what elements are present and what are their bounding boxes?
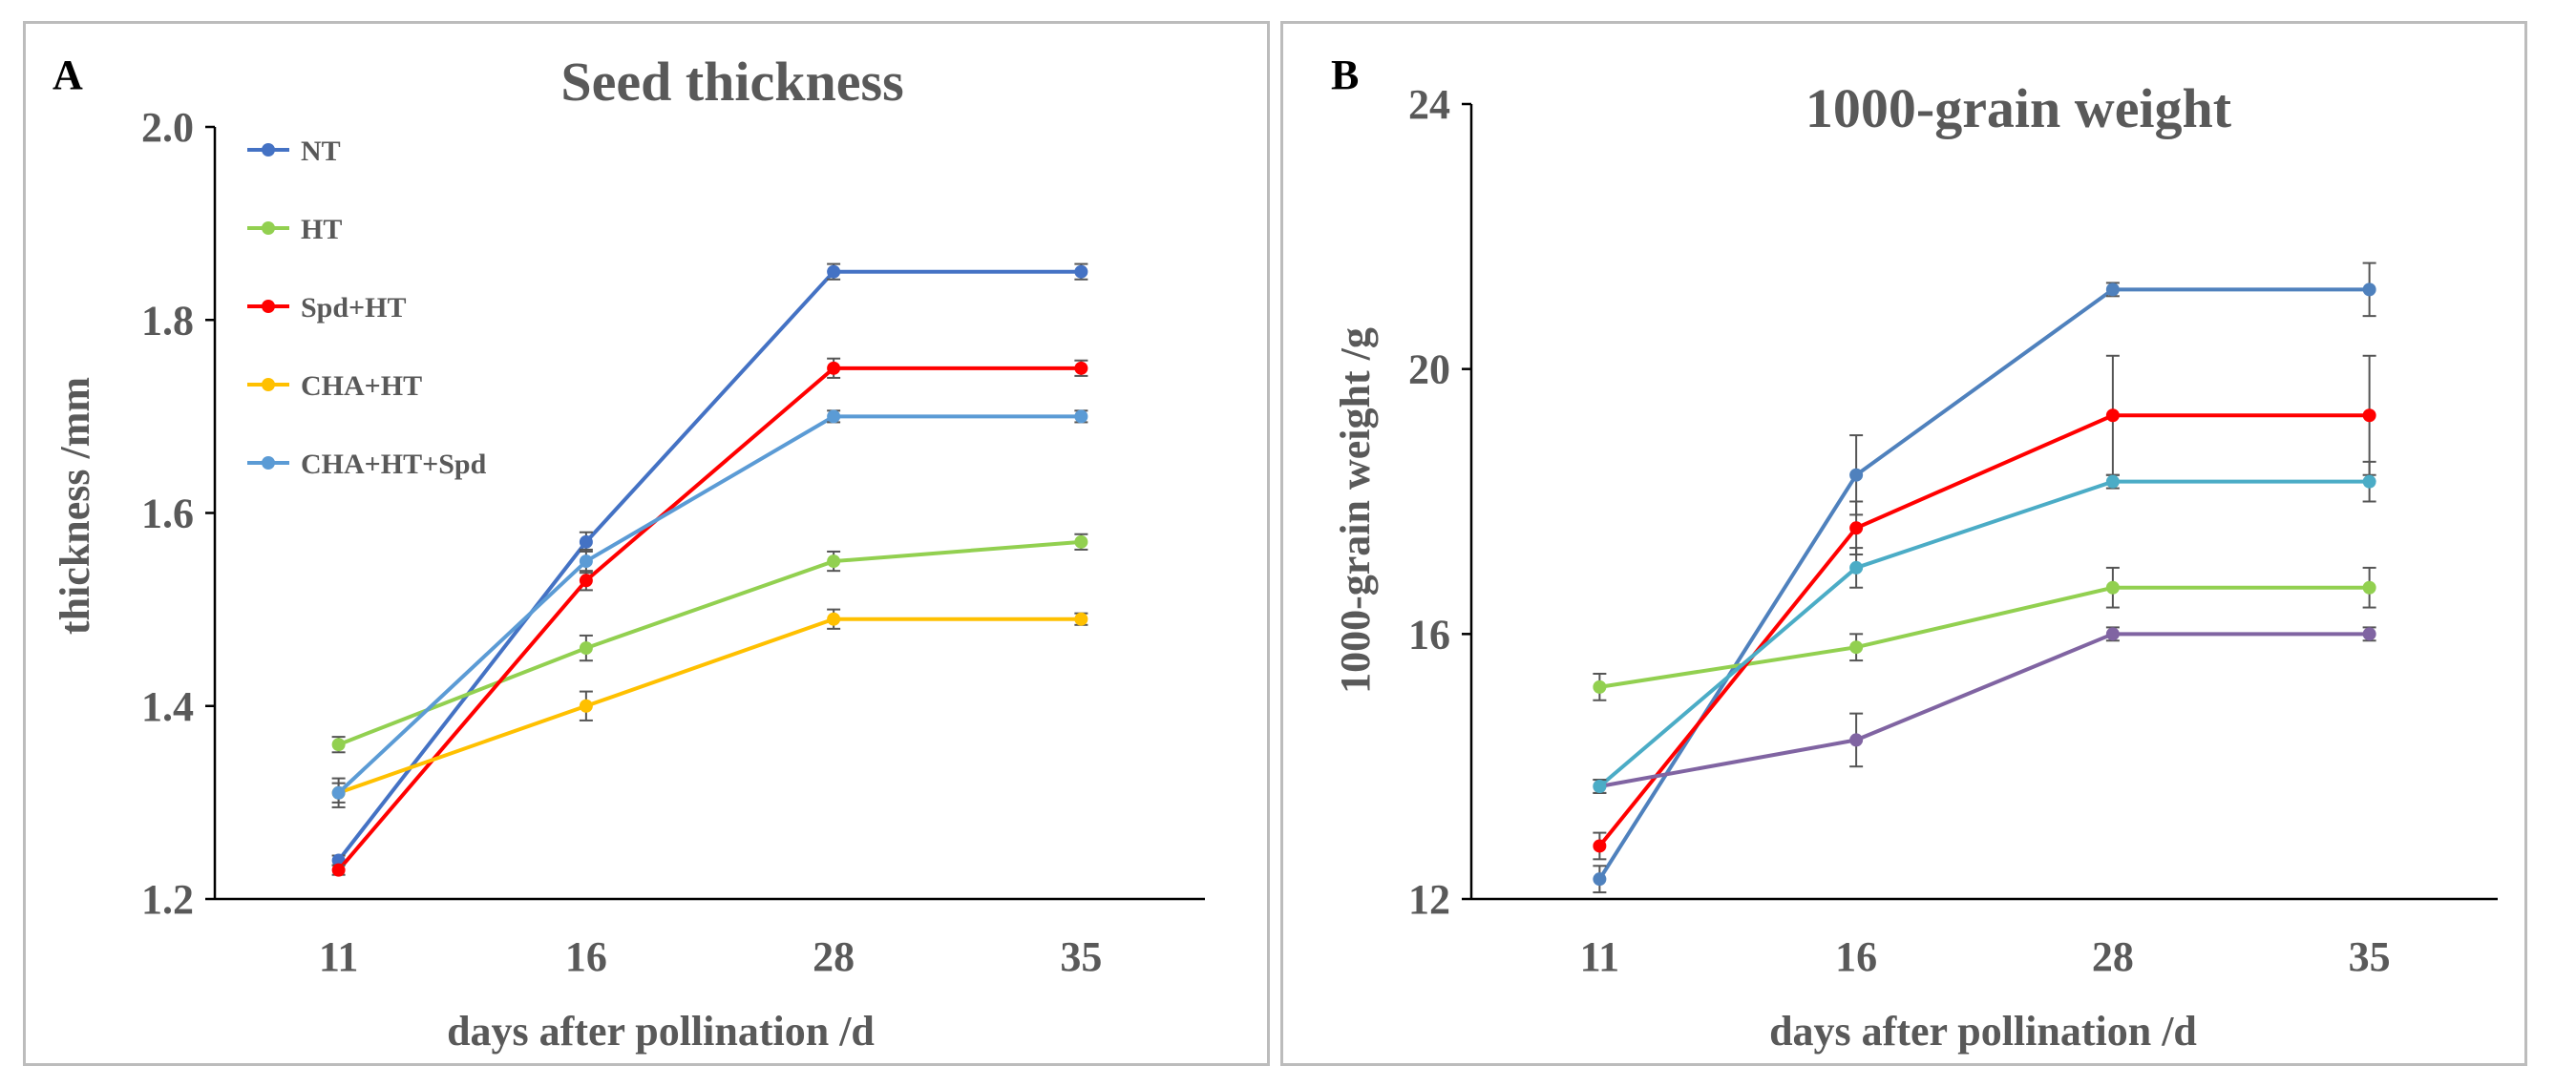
data-point (331, 785, 346, 800)
panel-a: A Seed thickness thickness /mm days afte… (23, 21, 1270, 1066)
y-axis-label: thickness /mm (52, 377, 98, 635)
legend-label: HT (301, 214, 342, 245)
data-point (2105, 627, 2120, 641)
data-point (2105, 474, 2120, 489)
series-ht (331, 533, 1088, 754)
series-line (1597, 287, 2370, 881)
y-tick-label: 1.8 (141, 297, 194, 344)
legend-marker (262, 300, 275, 313)
series-cha-ht-spd (1593, 460, 2376, 794)
data-point (1849, 640, 1864, 655)
data-point (2362, 580, 2376, 595)
data-point (1593, 839, 1607, 853)
data-point (1074, 264, 1088, 279)
x-tick-label: 28 (2092, 933, 2134, 980)
panel-label: A (53, 52, 83, 98)
y-tick-label: 20 (1408, 346, 1450, 393)
series-line (1599, 585, 2370, 689)
y-tick-label: 1.6 (141, 491, 194, 537)
series-line (1598, 479, 2370, 788)
data-point (1074, 612, 1088, 626)
data-point (331, 738, 346, 752)
x-axis-label: days after pollination /d (1769, 1008, 2197, 1055)
data-point (579, 641, 593, 656)
y-tick-label: 2.0 (141, 104, 194, 151)
data-point (1849, 560, 1864, 575)
data-point (1849, 733, 1864, 747)
series-spd-ht (1593, 354, 2376, 861)
chart-b-svg: B 1000-grain weight 1000-grain weight /g… (1331, 52, 2498, 1055)
legend-label: CHA+HT (301, 370, 422, 402)
x-tick-label: 28 (813, 933, 855, 980)
chart-title: 1000-grain weight (1805, 77, 2232, 139)
y-tick-label: 24 (1408, 81, 1450, 128)
x-tick-label: 35 (2349, 933, 2391, 980)
series-nt (331, 262, 1088, 868)
y-tick-label: 12 (1408, 876, 1450, 923)
data-point (827, 612, 841, 626)
panel-b: B 1000-grain weight 1000-grain weight /g… (1280, 21, 2527, 1066)
legend-item: NT (247, 136, 341, 167)
data-point (1593, 679, 1607, 694)
x-tick-label: 16 (1835, 933, 1877, 980)
data-point (1849, 468, 1864, 482)
data-point (827, 264, 841, 279)
data-point (2105, 580, 2120, 595)
y-tick-label: 16 (1408, 611, 1450, 658)
legend-label: CHA+HT+Spd (301, 449, 487, 480)
legend-marker (262, 378, 275, 391)
chart-a-svg: A Seed thickness thickness /mm days afte… (52, 51, 1205, 1055)
data-point (1593, 872, 1607, 887)
legend-item: CHA+HT+Spd (247, 449, 487, 480)
series-cha-ht-spd (331, 409, 1088, 808)
data-point (2105, 408, 2120, 423)
data-point (2362, 282, 2376, 297)
data-point (827, 361, 841, 375)
y-axis-label: 1000-grain weight /g (1332, 327, 1379, 694)
x-tick-label: 11 (1580, 933, 1620, 980)
series-line (337, 539, 1082, 747)
series-cha-ht (331, 608, 1088, 804)
legend-label: NT (301, 136, 341, 167)
chart-title: Seed thickness (560, 51, 903, 113)
data-point (1593, 779, 1607, 793)
legend-marker (262, 456, 275, 470)
data-point (331, 863, 346, 877)
y-tick-label: 1.2 (141, 876, 194, 923)
data-point (1074, 361, 1088, 375)
series-nt (1593, 261, 2376, 894)
legend-item: Spd+HT (247, 292, 407, 324)
series-line (337, 617, 1082, 795)
panel-label: B (1331, 52, 1359, 98)
legend-item: CHA+HT (247, 370, 422, 402)
series-line (1599, 632, 2370, 788)
x-tick-label: 35 (1060, 933, 1102, 980)
data-point (2362, 627, 2376, 641)
series-ht (1593, 566, 2376, 701)
data-point (2362, 408, 2376, 423)
legend-marker (262, 143, 275, 157)
x-axis-label: days after pollination /d (447, 1008, 875, 1055)
data-point (1849, 521, 1864, 535)
data-point (2105, 282, 2120, 297)
y-tick-label: 1.4 (141, 683, 194, 730)
series-line (337, 269, 1082, 862)
x-tick-label: 11 (319, 933, 359, 980)
data-point (579, 699, 593, 713)
data-point (827, 554, 841, 569)
data-point (2362, 474, 2376, 489)
data-point (827, 409, 841, 424)
data-point (579, 574, 593, 588)
x-tick-label: 16 (565, 933, 607, 980)
data-point (1074, 409, 1088, 424)
data-point (579, 534, 593, 549)
series-line (1597, 413, 2370, 847)
legend-marker (262, 221, 275, 235)
legend-item: HT (247, 214, 342, 245)
series-line (337, 366, 1082, 871)
legend-label: Spd+HT (301, 292, 407, 324)
data-point (579, 554, 593, 569)
data-point (1074, 534, 1088, 549)
series-line (337, 414, 1082, 795)
